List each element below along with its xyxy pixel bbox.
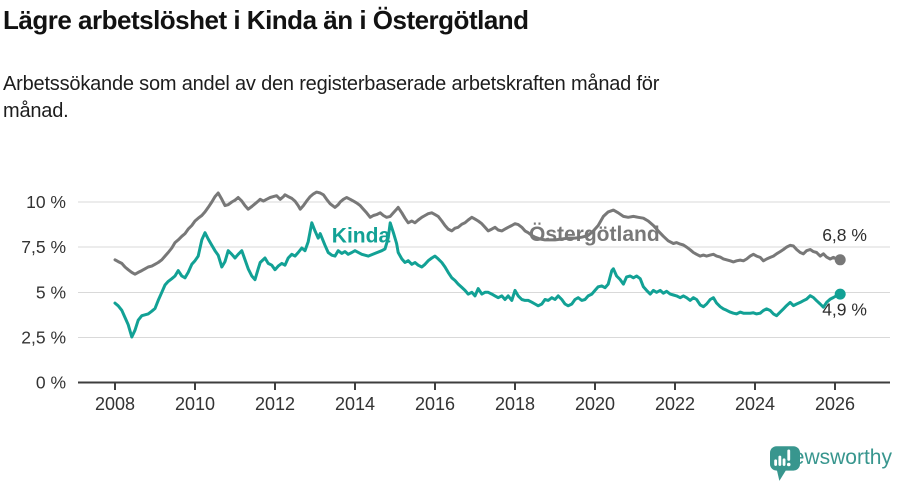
kinda-series-label: Kinda [332, 225, 391, 248]
y-axis-label: 7,5 % [21, 237, 66, 257]
y-axis-label: 10 % [26, 192, 66, 212]
series-line-ostergotland [113, 190, 842, 276]
x-axis-label: 2014 [335, 394, 375, 414]
x-axis-label: 2008 [95, 394, 135, 414]
series-end-dot-ostergotland [834, 254, 846, 266]
newsworthy-logo[interactable]: Newsworthy [769, 446, 892, 481]
chart-subtitle: Arbetssökande som andel av den registerb… [3, 73, 660, 122]
x-axis-label: 2026 [815, 394, 855, 414]
y-axis-label: 5 % [36, 282, 66, 302]
series-line-kinda [113, 221, 842, 339]
ostergotland-end-value: 6,8 % [822, 225, 867, 245]
series-end-dot-kinda [834, 288, 846, 300]
x-axis-label: 2010 [175, 394, 215, 414]
page-title: Lägre arbetslöshet i Kinda än i Östergöt… [3, 5, 529, 35]
y-axis-label: 2,5 % [21, 327, 66, 347]
x-axis-label: 2012 [255, 394, 295, 414]
x-axis-label: 2020 [575, 394, 615, 414]
kinda-end-value: 4,9 % [822, 300, 867, 320]
x-axis-label: 2024 [735, 394, 775, 414]
y-axis-label: 0 % [36, 373, 66, 393]
ostergotland-series-label: Östergötland [529, 223, 660, 246]
newsworthy-logo-icon [769, 446, 800, 481]
newsworthy-brand-text: Newsworthy [777, 446, 892, 469]
x-axis-label: 2016 [415, 394, 455, 414]
x-axis-label: 2022 [655, 394, 695, 414]
x-axis-label: 2018 [495, 394, 535, 414]
